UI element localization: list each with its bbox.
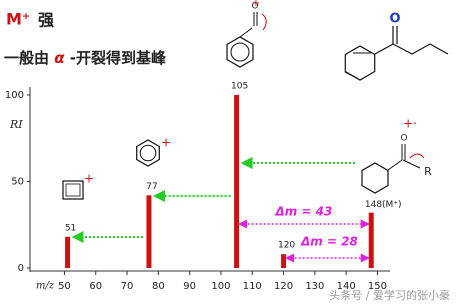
- subtitle-after: -开裂得到基峰: [65, 49, 167, 67]
- peak-label: 77: [146, 182, 157, 192]
- electron-arrow: [261, 13, 267, 31]
- x-tick-label: 130: [305, 281, 324, 292]
- x-tick-label: 120: [274, 281, 293, 292]
- peak: [234, 95, 240, 268]
- subtitle: 一般由 α -开裂得到基峰: [4, 49, 167, 67]
- subtitle-before: 一般由: [4, 49, 54, 67]
- bond: [387, 159, 403, 171]
- alkyl-chain: [392, 43, 449, 55]
- electron-arrow: [409, 153, 425, 159]
- atom-label: O: [400, 134, 407, 144]
- atom-label: O: [389, 12, 400, 27]
- bond: [344, 71, 358, 79]
- delta-label: Δm = 43: [274, 205, 332, 219]
- x-axis-label: m/z: [36, 281, 55, 292]
- cyclobutadiene: [62, 180, 84, 200]
- watermark: 头条号 / 爱学习的张小豪: [329, 288, 450, 302]
- peak: [146, 195, 152, 268]
- x-tick-label: 150: [368, 281, 387, 292]
- x-tick-label: 70: [121, 281, 134, 292]
- benzene-ring: [136, 139, 160, 167]
- subtitle-alpha: α: [54, 49, 65, 67]
- aromatic-circle: [230, 42, 250, 62]
- peak-label: 120: [278, 241, 295, 251]
- peak: [65, 236, 71, 268]
- bond: [374, 43, 394, 55]
- title-emphasis: M⁺: [6, 10, 30, 29]
- x-tick-label: 80: [152, 281, 165, 292]
- y-tick-label: 100: [5, 90, 24, 101]
- delta-label: Δm = 28: [300, 235, 358, 249]
- x-tick-label: 90: [183, 281, 196, 292]
- peak: [281, 254, 287, 268]
- x-tick-label: 60: [89, 281, 102, 292]
- bond: [239, 27, 253, 38]
- y-tick-label: 50: [11, 177, 24, 188]
- atom-label: O: [251, 2, 258, 12]
- x-tick-label: 50: [58, 281, 71, 292]
- y-axis-label: RI: [9, 118, 23, 131]
- peak-label: 51: [65, 223, 76, 233]
- group-label: R: [424, 165, 432, 178]
- peak: [368, 212, 374, 268]
- charge-label: +: [161, 136, 171, 150]
- title-text: 强: [38, 11, 54, 30]
- peak-label: 105: [231, 82, 248, 92]
- bond: [402, 159, 421, 169]
- benzene-ring: [361, 162, 389, 194]
- x-tick-label: 140: [337, 281, 356, 292]
- aromatic-circle: [139, 144, 157, 162]
- peak-label: 148(M⁺): [365, 200, 402, 210]
- y-tick-label: 0: [18, 263, 24, 274]
- x-tick-label: 100: [211, 281, 230, 292]
- x-tick-label: 110: [243, 281, 262, 292]
- charge-label: +: [252, 0, 260, 9]
- charge-label: +·: [403, 117, 417, 131]
- charge-label: +: [84, 172, 94, 186]
- benzene-ring: [344, 45, 376, 81]
- cyclobutadiene-inner: [65, 183, 81, 197]
- benzene-ring: [226, 36, 254, 68]
